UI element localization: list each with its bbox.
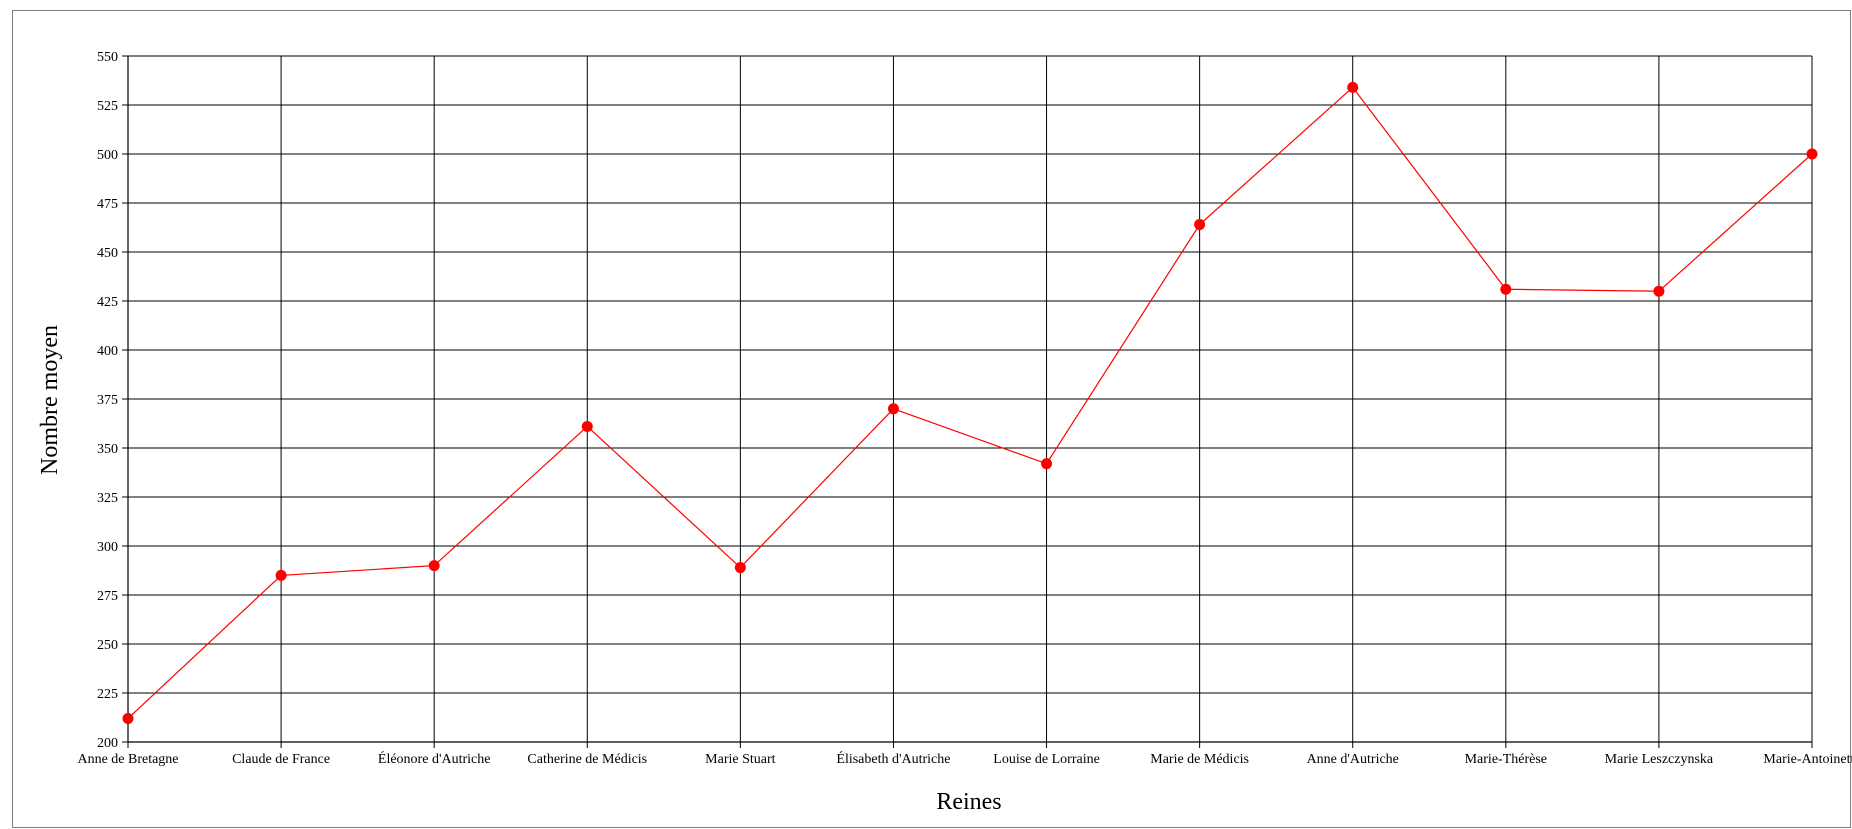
y-tick-label: 250 [97, 638, 118, 653]
y-tick-label: 300 [97, 540, 118, 555]
data-point [1347, 81, 1359, 93]
data-point [1806, 148, 1818, 160]
x-tick-label: Marie Stuart [705, 752, 775, 767]
x-axis-title: Reines [936, 789, 1001, 815]
x-tick-label: Marie-Thérèse [1465, 752, 1547, 767]
x-tick-label: Marie-Antoinette [1763, 752, 1852, 767]
x-tick-label: Marie Leszczynska [1605, 752, 1714, 767]
series-line [127, 86, 1813, 719]
gridlines [127, 55, 1813, 743]
data-point [734, 562, 746, 574]
y-tick-label: 400 [97, 344, 118, 359]
data-point [122, 712, 134, 724]
axes [122, 55, 1813, 748]
tick-labels: 200 225 250 275 300 325 350 375 400 425 450 475 500 5… [77, 50, 1852, 767]
y-tick-label: 225 [97, 687, 118, 702]
y-tick-label: 200 [97, 736, 118, 751]
y-tick-label: 550 [97, 50, 118, 65]
chart-border [12, 10, 1851, 828]
y-tick-label: 450 [97, 246, 118, 261]
y-tick-label: 375 [97, 393, 118, 408]
data-point [275, 569, 287, 581]
data-point [428, 560, 440, 572]
y-tick-label: 525 [97, 99, 118, 114]
y-tick-label: 425 [97, 295, 118, 310]
data-series [122, 81, 1818, 724]
y-tick-label: 325 [97, 491, 118, 506]
x-tick-label: Marie de Médicis [1150, 752, 1249, 767]
data-point [1653, 285, 1665, 297]
x-tick-label: Élisabeth d'Autriche [836, 750, 950, 767]
x-tick-label: Éléonore d'Autriche [378, 750, 491, 767]
data-point [1041, 458, 1053, 470]
x-tick-label: Catherine de Médicis [527, 752, 647, 767]
y-tick-label: 275 [97, 589, 118, 604]
y-axis-title: Nombre moyen [37, 325, 63, 475]
y-tick-label: 475 [97, 197, 118, 212]
data-point [887, 403, 899, 415]
x-tick-label: Louise de Lorraine [993, 752, 1100, 767]
y-tick-label: 500 [97, 148, 118, 163]
data-point [1500, 283, 1512, 295]
x-tick-label: Anne de Bretagne [77, 752, 178, 767]
y-tick-label: 350 [97, 442, 118, 457]
data-point [581, 420, 593, 432]
x-tick-label: Anne d'Autriche [1307, 752, 1399, 767]
data-point [1194, 219, 1206, 231]
x-tick-label: Claude de France [232, 752, 330, 767]
